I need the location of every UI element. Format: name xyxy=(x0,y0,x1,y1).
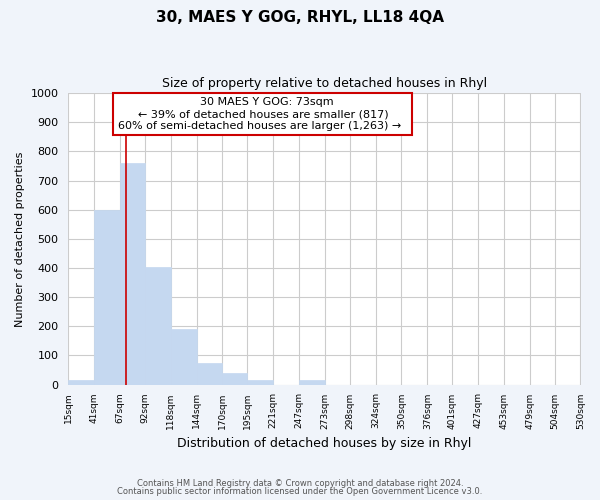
Y-axis label: Number of detached properties: Number of detached properties xyxy=(15,151,25,326)
Bar xyxy=(223,373,247,384)
Bar xyxy=(120,163,145,384)
Text: 30, MAES Y GOG, RHYL, LL18 4QA: 30, MAES Y GOG, RHYL, LL18 4QA xyxy=(156,10,444,25)
Bar xyxy=(94,210,120,384)
Text: Contains public sector information licensed under the Open Government Licence v3: Contains public sector information licen… xyxy=(118,487,482,496)
Bar xyxy=(171,329,197,384)
Text: Contains HM Land Registry data © Crown copyright and database right 2024.: Contains HM Land Registry data © Crown c… xyxy=(137,478,463,488)
Bar xyxy=(197,363,223,384)
Bar xyxy=(68,380,94,384)
Bar xyxy=(299,380,325,384)
Bar xyxy=(145,266,171,384)
Text: 30 MAES Y GOG: 73sqm
← 39% of detached houses are smaller (817)
60% of semi-deta: 30 MAES Y GOG: 73sqm ← 39% of detached h… xyxy=(118,98,408,130)
Title: Size of property relative to detached houses in Rhyl: Size of property relative to detached ho… xyxy=(162,78,487,90)
Bar xyxy=(247,380,273,384)
X-axis label: Distribution of detached houses by size in Rhyl: Distribution of detached houses by size … xyxy=(177,437,472,450)
